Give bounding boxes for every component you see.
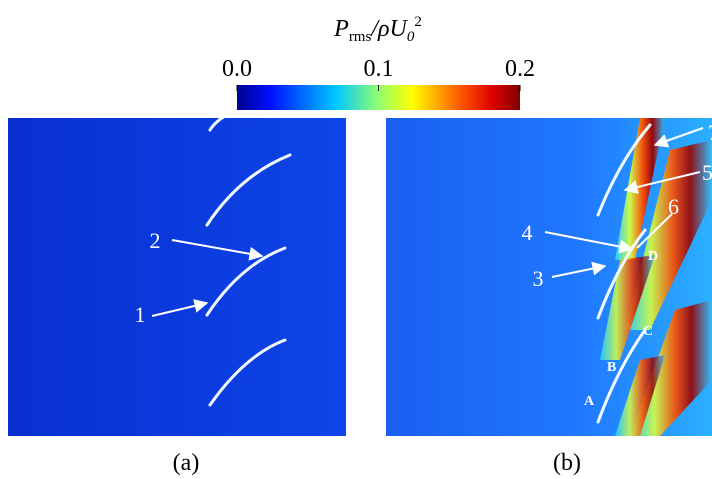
blade: [205, 246, 287, 317]
blade: [596, 123, 652, 217]
blade: [205, 153, 292, 227]
point-label: B: [607, 360, 616, 375]
annotation: 6: [668, 194, 679, 219]
annotation: 4: [522, 220, 533, 245]
colorbar-title: Prms/ρU02: [333, 14, 422, 45]
hot-streak: [615, 118, 665, 260]
colorbar-tick-label: 0.2: [505, 56, 535, 82]
panel-a: 2 1: [8, 118, 346, 436]
annotation: 5: [702, 160, 712, 185]
annotation: 1: [135, 302, 146, 327]
colorbar: Prms/ρU02: [237, 14, 520, 110]
blade: [596, 228, 647, 320]
colorbar-tick-label: 0.0: [222, 56, 252, 82]
hot-streak: [600, 255, 655, 360]
annotation: 7: [708, 120, 712, 145]
point-label: D: [648, 249, 658, 264]
arrow: [636, 213, 673, 249]
hot-streak: [625, 140, 712, 330]
annotation: 2: [150, 228, 161, 253]
arrow: [623, 171, 701, 194]
blade: [208, 118, 225, 132]
hot-streak: [630, 300, 712, 436]
panel-b: 7 5 6 4 3 D C B A: [386, 118, 712, 436]
blade: [596, 328, 647, 424]
arrow: [171, 239, 264, 261]
arrow: [653, 127, 704, 148]
panel-label: (b): [553, 450, 581, 476]
arrow: [544, 231, 634, 254]
point-label: C: [643, 324, 653, 339]
field: [8, 118, 346, 436]
blade: [208, 338, 287, 407]
point-label: A: [584, 394, 595, 409]
panel-label: (a): [173, 450, 200, 476]
arrow: [551, 261, 607, 278]
hot-streak: [615, 355, 665, 436]
colorbar-tick-label: 0.1: [364, 56, 394, 82]
annotation: 3: [533, 266, 544, 291]
arrow: [151, 299, 209, 317]
